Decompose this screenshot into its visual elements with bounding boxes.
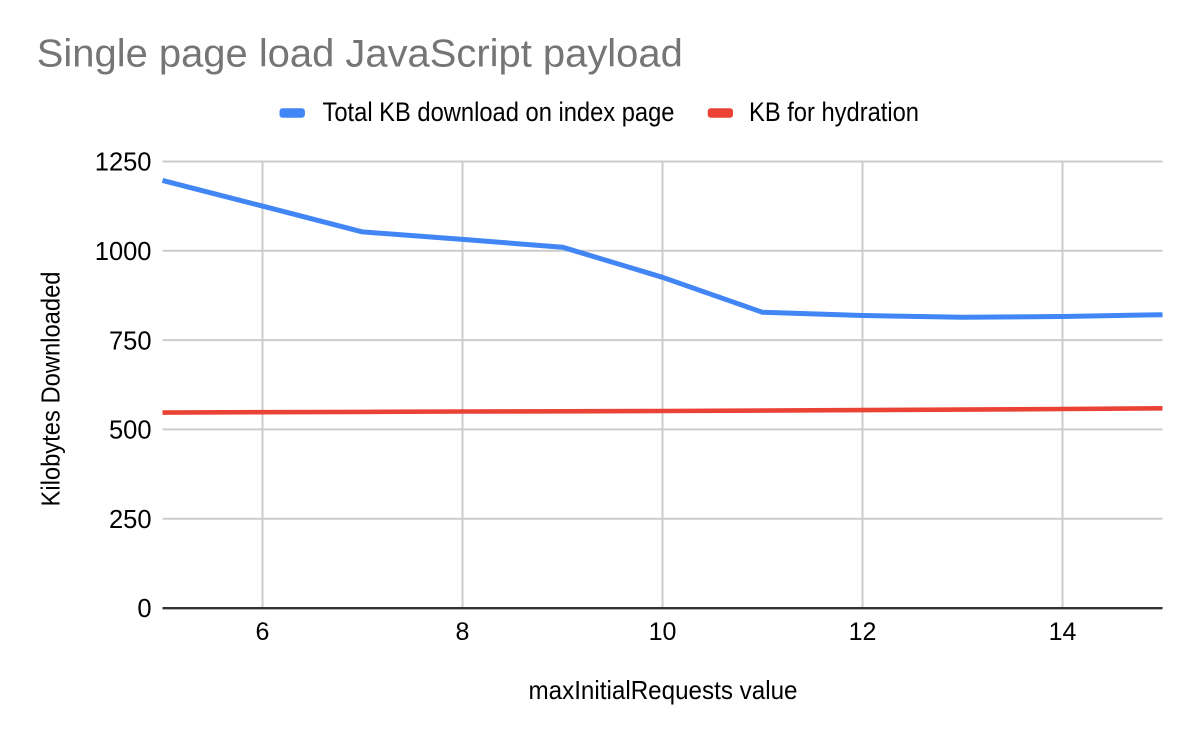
svg-text:6: 6 (256, 618, 270, 646)
svg-text:500: 500 (109, 417, 152, 445)
svg-text:Kilobytes Downloaded: Kilobytes Downloaded (36, 272, 66, 507)
svg-text:14: 14 (1049, 618, 1077, 646)
svg-text:KB for hydration: KB for hydration (749, 97, 919, 127)
svg-text:12: 12 (849, 618, 877, 646)
svg-text:0: 0 (137, 595, 151, 623)
svg-text:250: 250 (109, 506, 152, 534)
svg-text:8: 8 (456, 618, 470, 646)
svg-text:1250: 1250 (95, 149, 152, 177)
svg-text:750: 750 (109, 327, 152, 355)
svg-text:1000: 1000 (95, 238, 152, 266)
svg-text:maxInitialRequests value: maxInitialRequests value (529, 675, 798, 705)
svg-text:Total KB download on index pag: Total KB download on index page (323, 97, 675, 127)
svg-text:Single page load JavaScript pa: Single page load JavaScript payload (37, 33, 683, 76)
svg-text:10: 10 (649, 618, 677, 646)
